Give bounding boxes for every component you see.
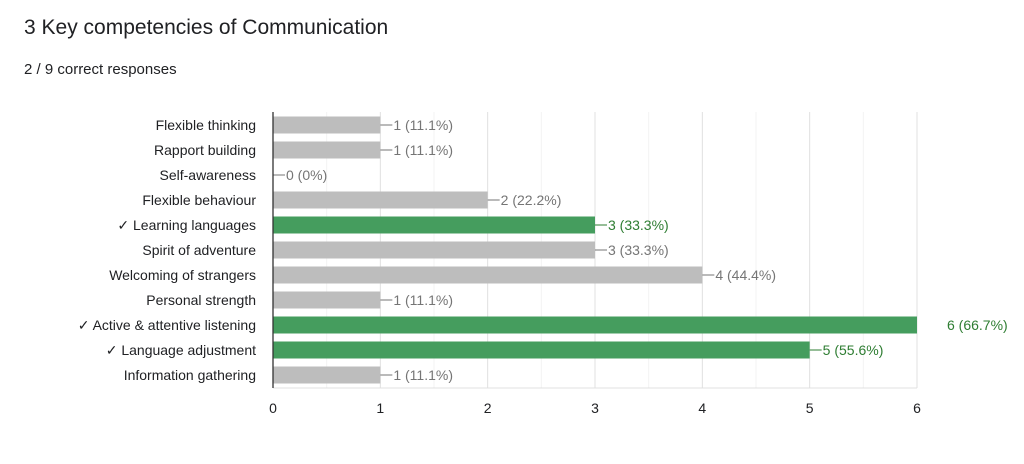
data-label: 6 (66.7%)	[947, 317, 1008, 333]
bar	[273, 266, 703, 284]
data-label: 2 (22.2%)	[501, 192, 562, 208]
category-label: Rapport building	[154, 142, 256, 158]
data-label: 3 (33.3%)	[608, 217, 669, 233]
category-label: ✓ Language adjustment	[106, 342, 256, 358]
bar	[273, 241, 595, 259]
data-label: 3 (33.3%)	[608, 242, 669, 258]
x-tick-label: 0	[269, 400, 277, 416]
bar	[273, 191, 488, 209]
x-tick-label: 4	[698, 400, 706, 416]
category-label: Spirit of adventure	[142, 242, 256, 258]
bar	[273, 291, 381, 309]
x-tick-label: 6	[913, 400, 921, 416]
data-label: 5 (55.6%)	[823, 342, 884, 358]
question-title: 3 Key competencies of Communication	[24, 16, 389, 39]
bar	[273, 316, 917, 334]
category-label: Self-awareness	[160, 167, 257, 183]
bar	[273, 366, 381, 384]
category-label: Personal strength	[146, 292, 256, 308]
bar	[273, 141, 381, 159]
data-label: 4 (44.4%)	[715, 267, 776, 283]
data-label: 1 (11.1%)	[393, 142, 453, 158]
bar	[273, 216, 595, 234]
data-label: 1 (11.1%)	[393, 117, 453, 133]
category-label: Flexible behaviour	[142, 192, 256, 208]
category-label: ✓ Learning languages	[117, 217, 256, 233]
bar	[273, 341, 810, 359]
bar	[273, 116, 381, 134]
data-label: 1 (11.1%)	[393, 367, 453, 383]
category-label: ✓ Active & attentive listening	[78, 317, 256, 333]
category-label: Welcoming of strangers	[109, 267, 256, 283]
category-label: Information gathering	[124, 367, 256, 383]
x-tick-label: 2	[484, 400, 492, 416]
score-summary: 2 / 9 correct responses	[24, 61, 177, 78]
data-label: 1 (11.1%)	[393, 292, 453, 308]
category-label: Flexible thinking	[156, 117, 256, 133]
x-tick-label: 1	[376, 400, 384, 416]
x-tick-label: 5	[806, 400, 814, 416]
x-tick-label: 3	[591, 400, 599, 416]
data-label: 0 (0%)	[286, 167, 327, 183]
